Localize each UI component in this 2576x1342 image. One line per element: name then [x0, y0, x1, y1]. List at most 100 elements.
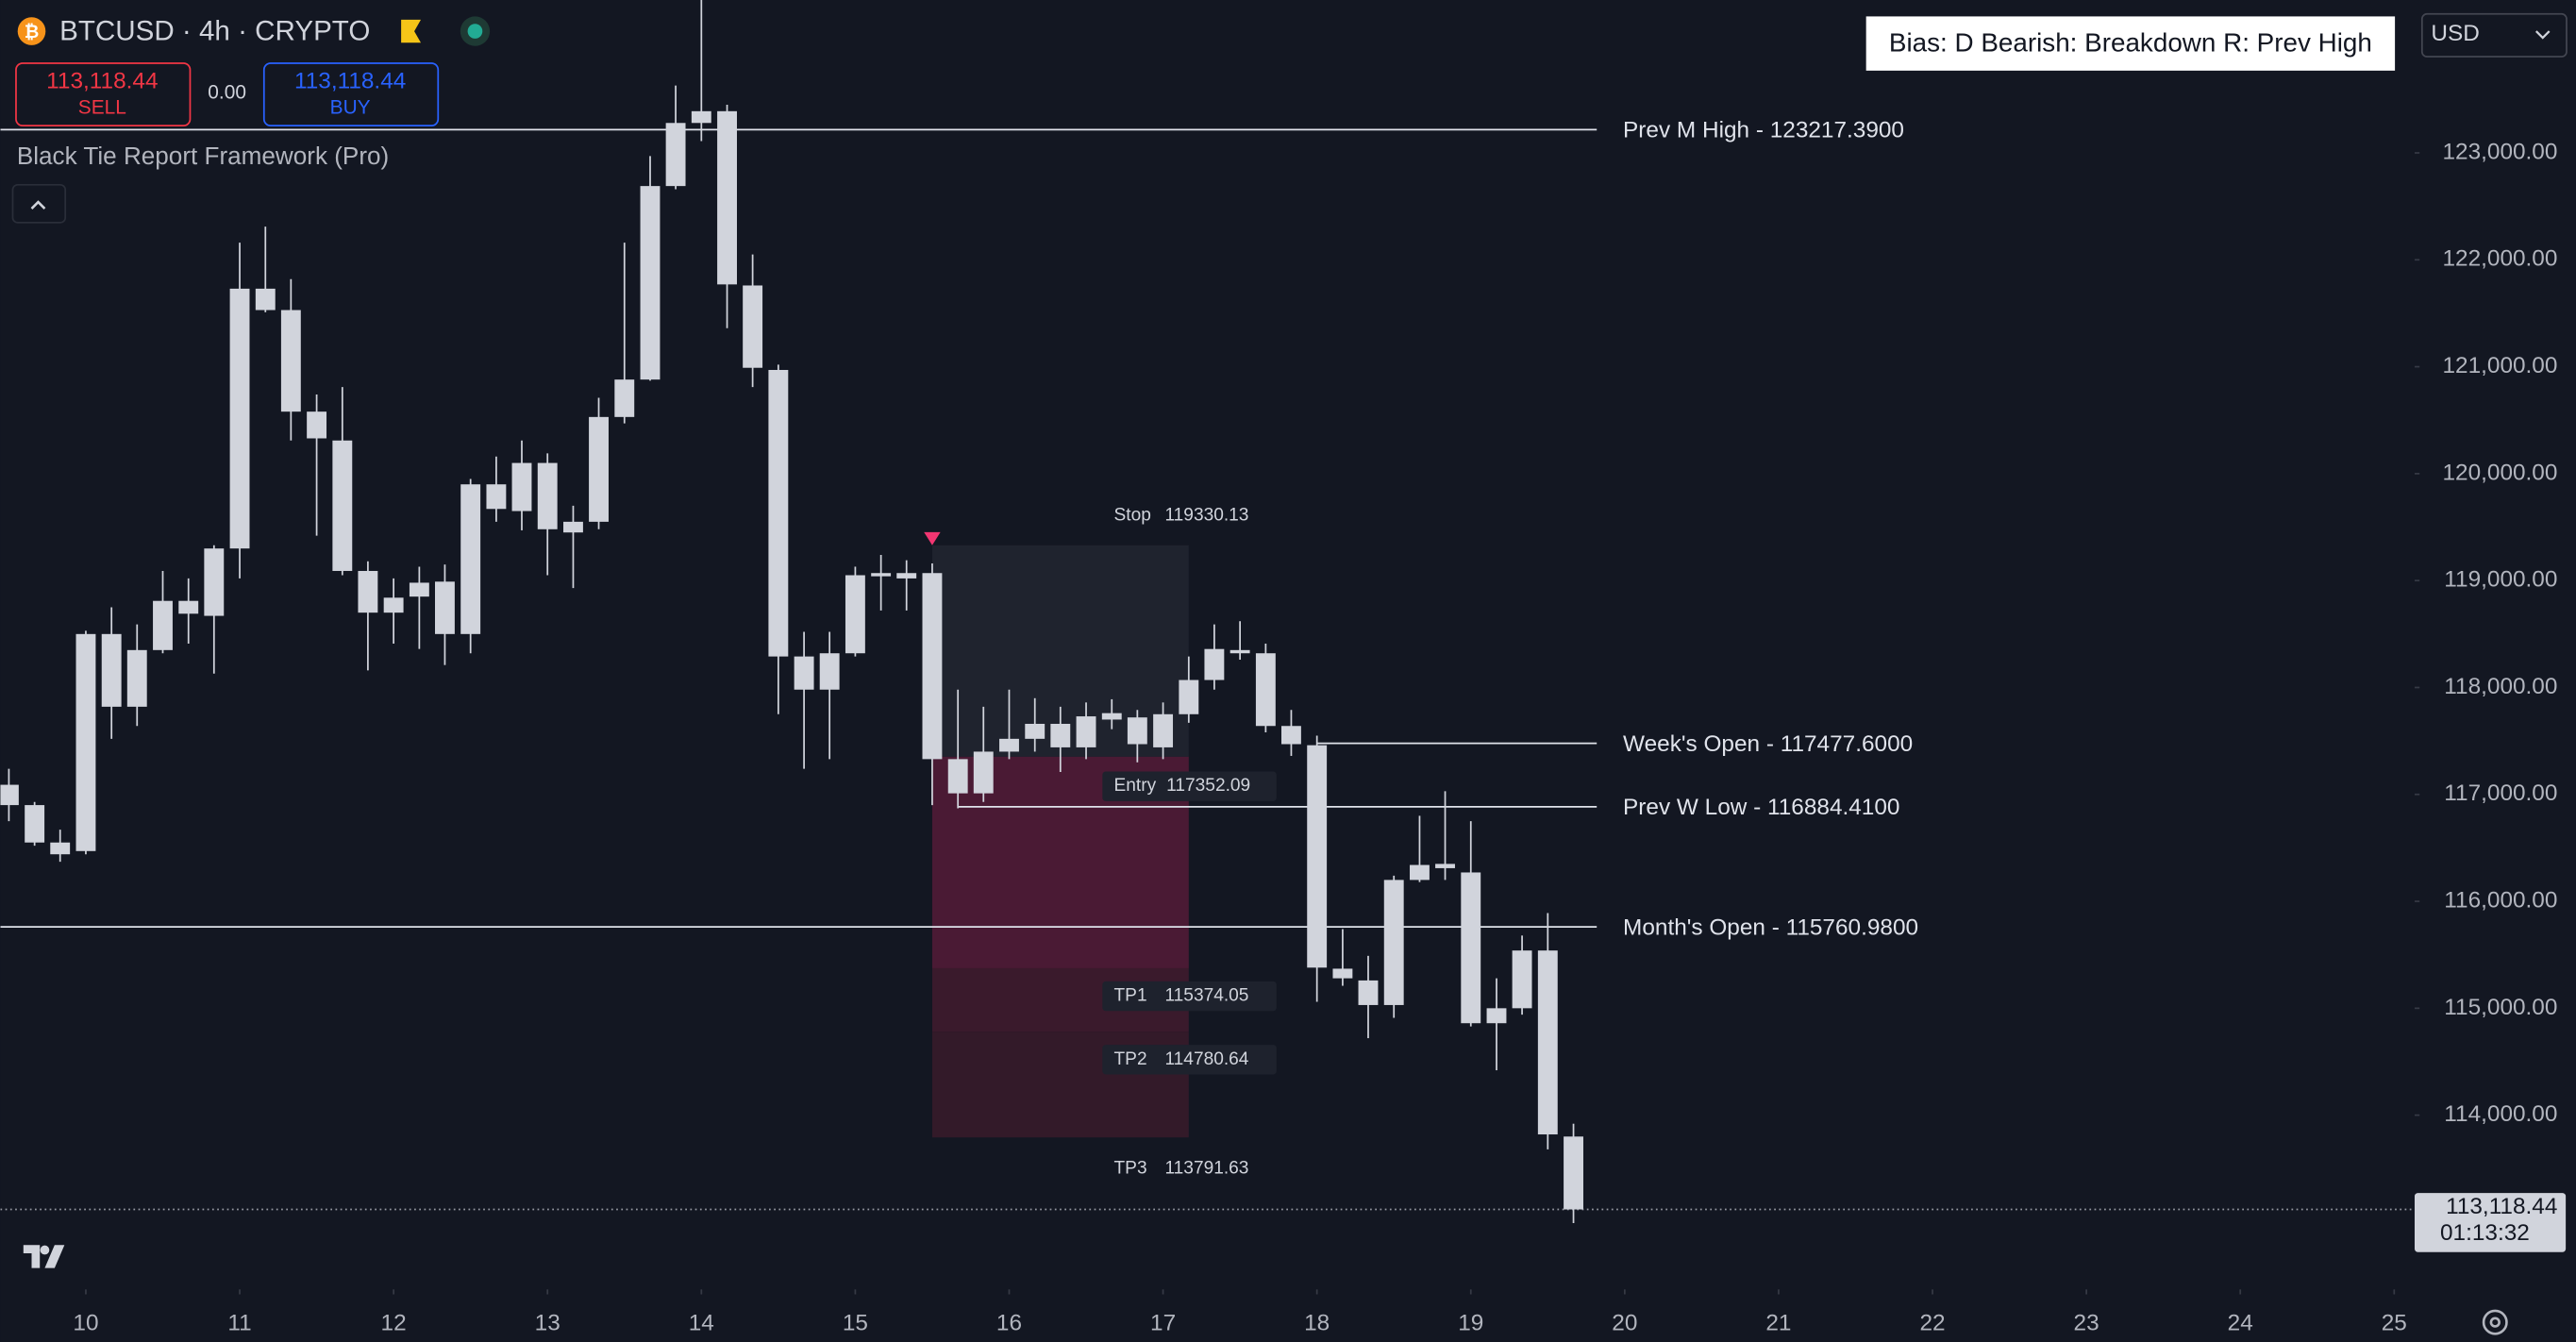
- candle-body: [1435, 864, 1455, 868]
- x-tick-label: 21: [1765, 1310, 1791, 1335]
- gear-inner[interactable]: [2489, 1317, 2501, 1328]
- candle-body: [75, 633, 96, 851]
- candle-body: [101, 633, 122, 707]
- x-tick-label: 25: [2382, 1310, 2407, 1335]
- buy-button[interactable]: 113,118.44 BUY: [262, 62, 440, 127]
- stop-name: Stop: [1114, 506, 1151, 526]
- tp1-label-bg: [1102, 981, 1277, 1012]
- sell-button[interactable]: 113,118.44 SELL: [15, 62, 192, 127]
- candle-body: [1255, 653, 1276, 727]
- x-tick-label: 23: [2074, 1310, 2099, 1335]
- candle-body: [563, 521, 583, 533]
- buy-box[interactable]: [262, 62, 440, 127]
- stop-value: 119330.13: [1164, 506, 1248, 526]
- candle-body: [280, 310, 301, 412]
- y-tick-label: 115,000.00: [2444, 995, 2557, 1020]
- x-tick-label: 20: [1612, 1310, 1637, 1335]
- candle-body: [845, 575, 865, 654]
- candle-body: [922, 573, 943, 760]
- currency[interactable]: USD: [2431, 21, 2479, 46]
- candle-body: [1461, 872, 1481, 1024]
- candle-body: [1486, 1008, 1507, 1024]
- logo-dot: [40, 1245, 50, 1255]
- tp1-value: 115374.05: [1164, 986, 1248, 1006]
- symbol-title: BTCUSD · 4h · CRYPTO: [59, 16, 370, 47]
- candle-body: [665, 123, 686, 187]
- candle-body: [896, 573, 917, 579]
- logo: [23, 1245, 65, 1268]
- candle-body: [204, 548, 225, 616]
- tp2-label-bg: [1102, 1045, 1277, 1075]
- level-label: Prev M High - 123217.3900: [1623, 118, 1904, 143]
- y-tick-label: 123,000.00: [2442, 139, 2557, 164]
- candle-body: [768, 369, 789, 657]
- candle-body: [1564, 1136, 1583, 1210]
- sell-signal: [924, 531, 941, 545]
- x-tick-label: 15: [843, 1310, 868, 1335]
- candle-body: [717, 110, 737, 285]
- last-price-label: 113,118.44: [2446, 1194, 2557, 1219]
- candle-body: [871, 573, 892, 577]
- tp1-name: TP1: [1114, 986, 1147, 1006]
- candle-body: [0, 784, 19, 806]
- y-tick-label: 118,000.00: [2444, 674, 2557, 699]
- candle-body: [1383, 880, 1404, 1005]
- candle-body: [1127, 717, 1147, 745]
- candle-body: [434, 581, 455, 634]
- gear-outer[interactable]: [2482, 1309, 2508, 1335]
- candle-body: [25, 805, 45, 843]
- candle-body: [486, 484, 507, 510]
- x-tick-label: 14: [689, 1310, 714, 1335]
- candle-body: [460, 484, 481, 634]
- candle-body: [126, 649, 147, 707]
- candle-body: [153, 600, 173, 650]
- candle-body: [409, 582, 429, 597]
- candle-body: [1307, 745, 1328, 968]
- y-tick-label: 120,000.00: [2442, 460, 2557, 485]
- sell-box[interactable]: [15, 62, 192, 127]
- candle-body: [178, 600, 199, 614]
- x-tick-label: 18: [1304, 1310, 1330, 1335]
- candle-body: [229, 288, 250, 549]
- buy-label[interactable]: BUY: [330, 96, 371, 118]
- collapse-button[interactable]: [11, 183, 67, 224]
- candle-body: [537, 462, 558, 529]
- level-label: Week's Open - 117477.6000: [1623, 731, 1913, 757]
- candle-body: [589, 416, 609, 522]
- coin-icon: [17, 17, 46, 45]
- candle-body: [511, 462, 532, 512]
- chevron-down[interactable]: [2534, 30, 2551, 40]
- currency-select[interactable]: USD: [2420, 12, 2568, 58]
- candle-body: [332, 440, 353, 571]
- candle-body: [614, 379, 635, 417]
- indicator-name: Black Tie Report Framework (Pro): [17, 142, 389, 170]
- sell-label[interactable]: SELL: [78, 96, 126, 118]
- chevron-up[interactable]: [30, 200, 46, 210]
- x-tick-label: 16: [996, 1310, 1022, 1335]
- candle-body: [794, 656, 814, 690]
- x-tick-label: 13: [535, 1310, 560, 1335]
- tp3-value: 113791.63: [1164, 1158, 1248, 1178]
- candle-body: [255, 288, 276, 310]
- settings-button[interactable]: [2482, 1309, 2508, 1335]
- y-tick-label: 119,000.00: [2444, 567, 2557, 593]
- y-tick-label: 116,000.00: [2444, 887, 2557, 913]
- sell-price[interactable]: 113,118.44: [46, 68, 158, 93]
- candle-body: [999, 738, 1019, 752]
- spread: 0.00: [208, 82, 246, 104]
- candle-body: [743, 285, 763, 368]
- candle-body: [1280, 726, 1301, 745]
- coin-glyph: ₿: [25, 23, 40, 42]
- candle-body: [1358, 980, 1379, 1005]
- x-tick-label: 12: [381, 1310, 407, 1335]
- currency-box[interactable]: [2420, 12, 2568, 58]
- candle-body: [383, 597, 404, 613]
- countdown: 01:13:32: [2440, 1220, 2530, 1246]
- buy-price[interactable]: 113,118.44: [294, 68, 406, 93]
- y-tick-label: 122,000.00: [2442, 246, 2557, 272]
- candle-body: [50, 842, 71, 855]
- status-dot: [467, 24, 483, 39]
- tp2-name: TP2: [1114, 1049, 1147, 1069]
